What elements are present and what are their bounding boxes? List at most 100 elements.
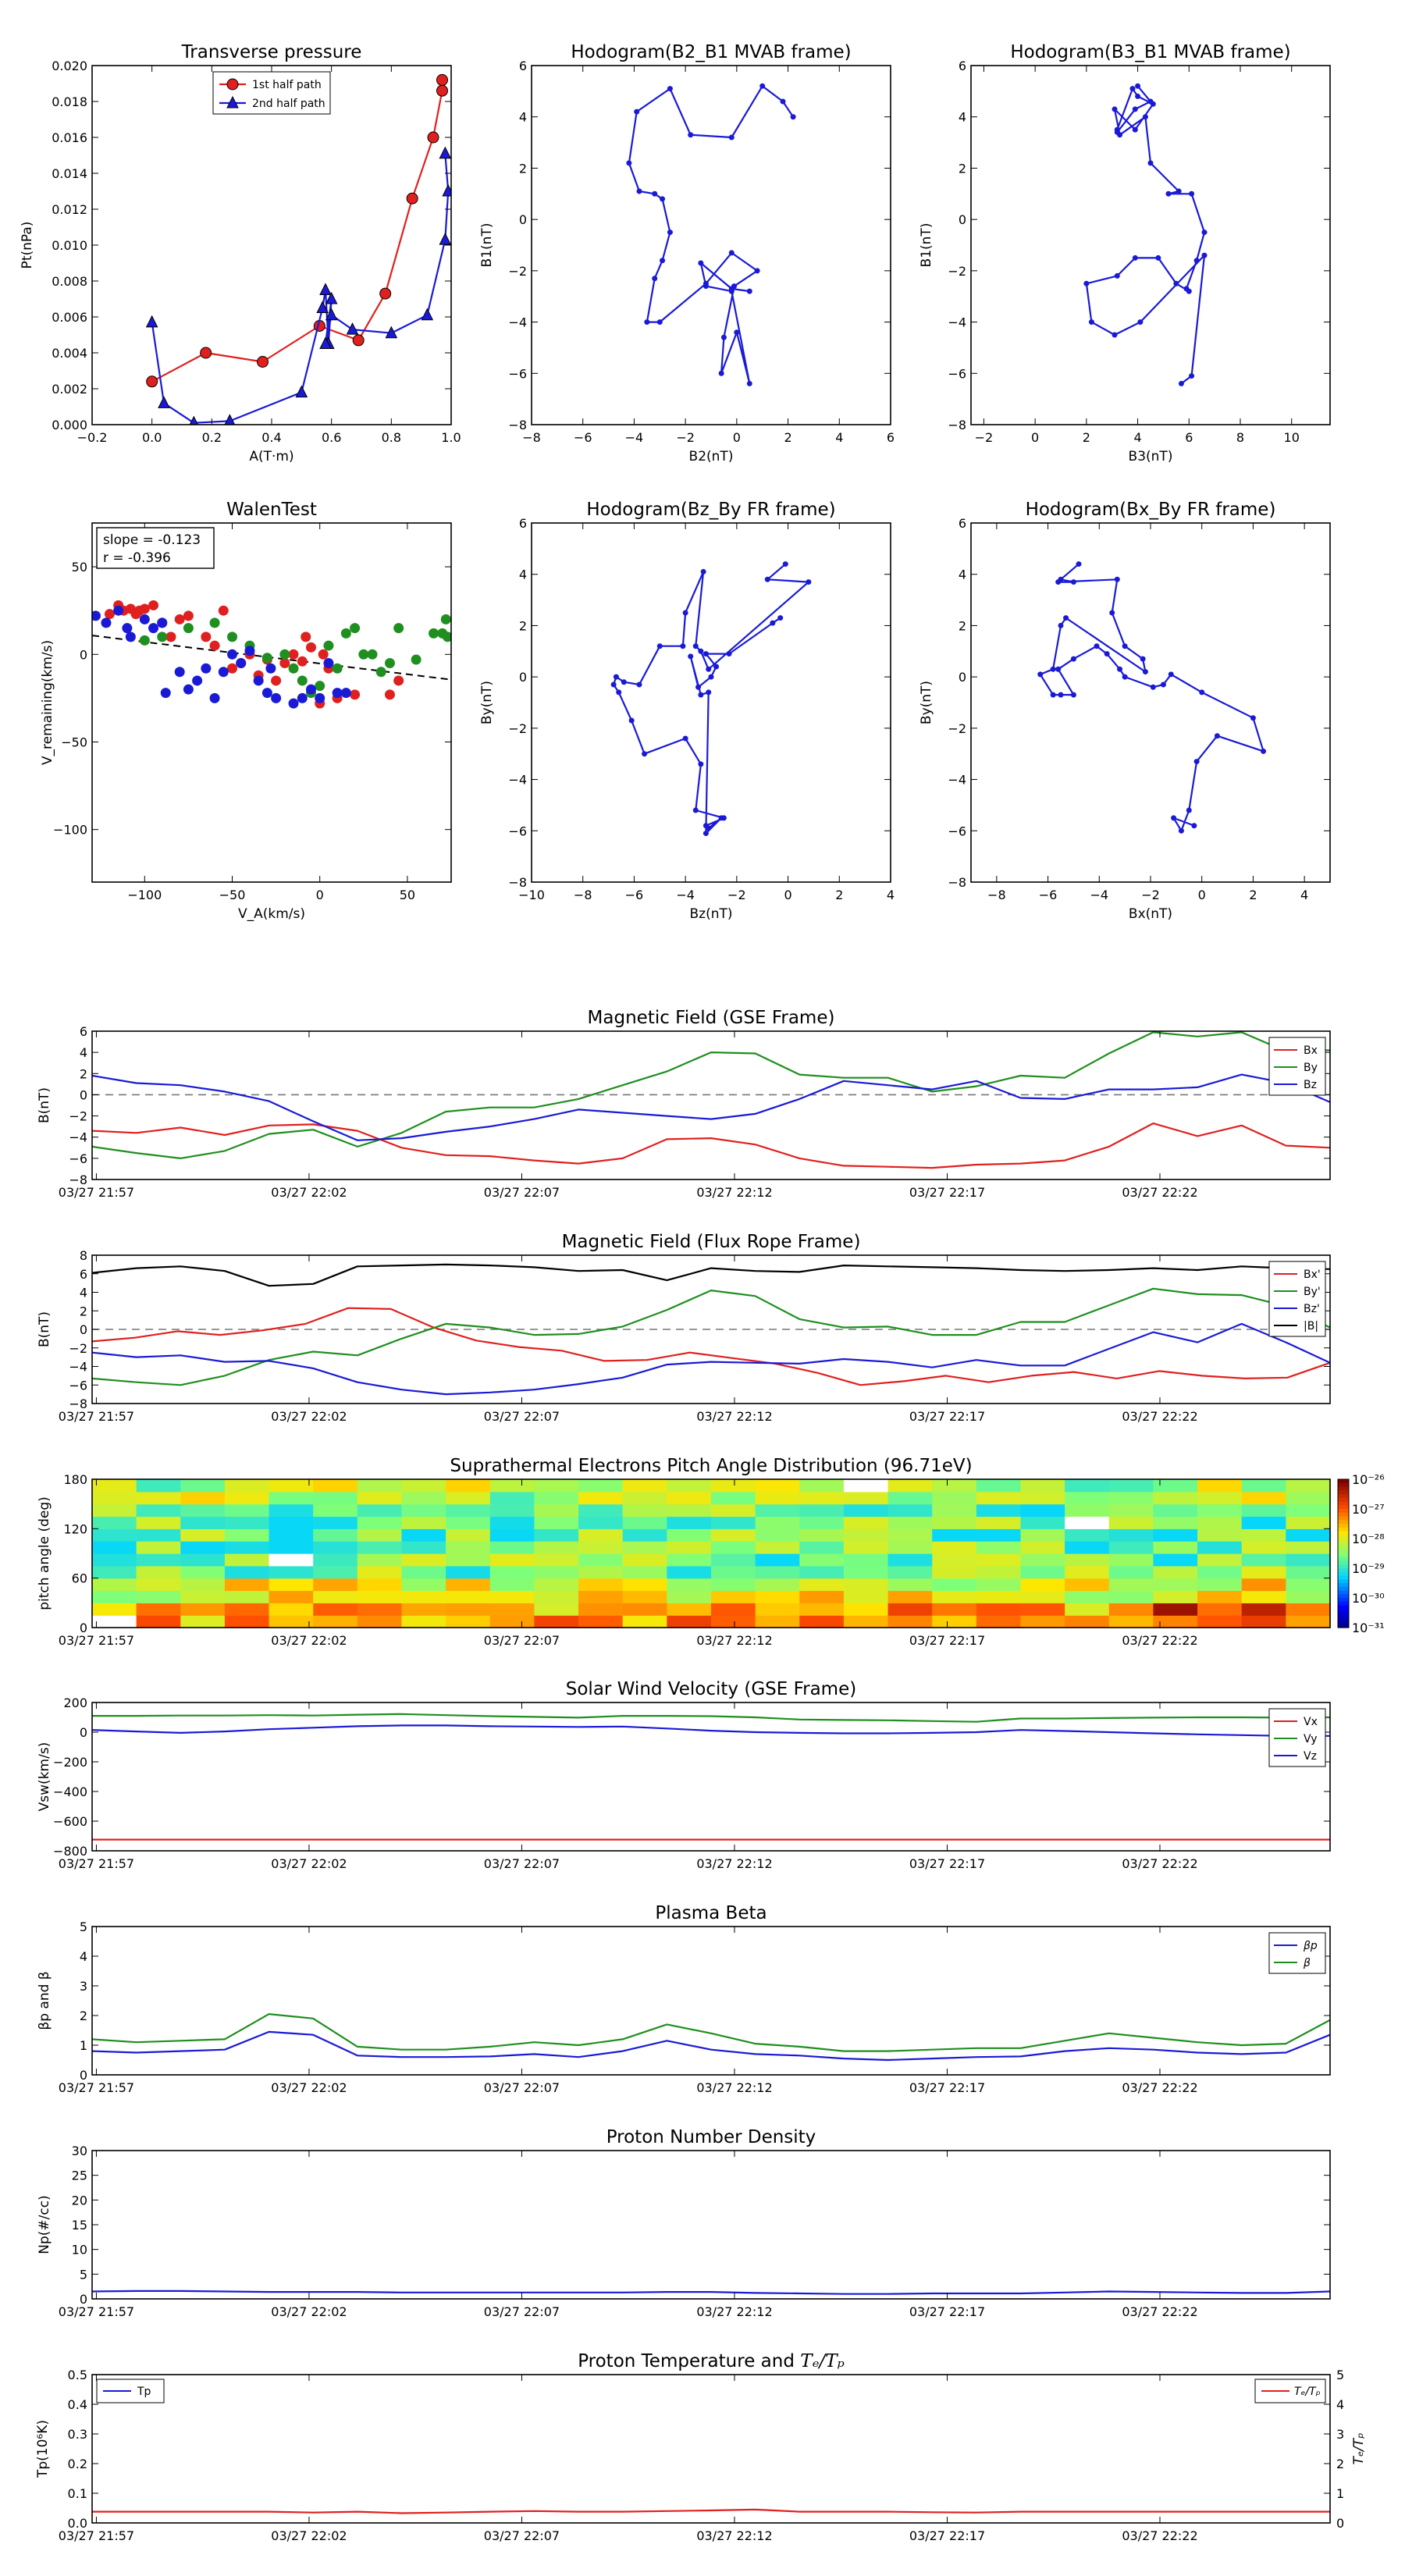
heatmap-cell [887,1541,933,1554]
heatmap-cell [976,1565,1022,1579]
plot-area [92,2013,1330,2062]
y-tick-label: −800 [53,1844,87,1859]
y-tick-label: −4 [69,1360,87,1375]
heatmap-cell [1197,1565,1243,1579]
heatmap-cell [269,1578,314,1592]
heatmap-cell [489,1553,535,1567]
data-point [746,288,752,294]
heatmap-cell [534,1615,579,1628]
colorbar-cell [1338,1557,1349,1562]
heatmap-cell [1020,1528,1065,1542]
data-point [688,653,694,660]
heatmap-cell [932,1541,977,1554]
colorbar-cell [1338,1520,1349,1525]
x-tick-label: 03/27 22:22 [1122,2304,1197,2319]
data-point [1122,674,1128,680]
heatmap-cell [313,1553,358,1567]
data-point [1173,280,1179,286]
heatmap-cell [976,1541,1022,1554]
heatmap-cell [313,1479,358,1493]
chart-title-text: Proton Temperature and [578,2351,800,2371]
legend-label: Bz' [1304,1303,1320,1315]
legend-label: |B| [1304,1320,1318,1332]
data-point [726,651,732,657]
x-tick-label: 03/27 22:17 [909,2528,985,2543]
heatmap-cell [446,1590,491,1603]
heatmap-cell [446,1516,491,1529]
heatmap-cell [92,1578,137,1592]
y-tick-label: 2 [80,1304,87,1318]
series-line [92,1307,1330,1386]
x-tick-label: 2 [1249,888,1257,902]
series-line [151,153,450,424]
heatmap-cell [799,1578,845,1592]
data-point [318,649,329,660]
x-tick-label: −10 [518,888,545,902]
y-tick-label: 0 [80,1322,87,1337]
data-point [436,84,448,97]
series-line [1085,85,1206,385]
heatmap-cell [843,1491,889,1505]
x-tick-label: 4 [835,430,843,445]
heatmap-cell [1153,1603,1198,1616]
series-line [92,2030,1330,2062]
y-tick-label: −4 [69,1130,87,1145]
data-point [350,623,361,634]
heatmap-cell [401,1541,446,1554]
data-point [295,385,308,398]
heatmap-cell [799,1615,845,1628]
heatmap-cell [446,1578,491,1592]
heatmap-cell [622,1590,667,1603]
data-point [698,692,704,698]
data-point [1037,671,1044,678]
heatmap-cell [446,1565,491,1579]
y-tick-label: 30 [72,2144,87,2158]
x-tick-label: 0 [1031,430,1039,445]
data-point [1055,579,1062,585]
data-point [1261,748,1267,754]
heatmap-cell [534,1590,579,1603]
legend-label: By' [1304,1286,1321,1298]
colorbar-cell [1338,1490,1349,1495]
colorbar-cell [1338,1583,1349,1588]
heatmap-cell [1241,1503,1286,1517]
data-point [759,83,766,89]
x-tick-label: 03/27 22:12 [696,1185,772,1200]
heatmap-cell [578,1541,624,1554]
x-tick-label: 03/27 22:12 [696,2528,772,2543]
heatmap-cell [534,1553,579,1567]
heatmap-cell [269,1541,314,1554]
data-point [1109,610,1115,616]
heatmap-cell [932,1565,977,1579]
data-point [315,692,325,703]
series-line [92,2013,1330,2052]
y-axis-label: Np(#/cc) [37,2195,52,2254]
heatmap-cell [1241,1603,1286,1616]
data-point [209,692,220,703]
y-tick-label: 0.006 [52,310,87,325]
data-point [385,326,398,339]
heatmap-cell [489,1565,535,1579]
plot-frame [91,2374,1331,2524]
heatmap-cell [1241,1615,1286,1628]
data-point [770,620,776,626]
colorbar-cell [1338,1616,1349,1621]
data-point [332,688,343,699]
heatmap-cell [667,1553,712,1567]
x-tick-label: 03/27 22:02 [271,1856,347,1871]
heatmap-cell [1286,1615,1331,1628]
y-right-tick-label: 1 [1336,2486,1344,2501]
chart-title-math: Tₑ/Tₚ [800,2351,845,2371]
legend-label: 2nd half path [252,98,325,110]
data-point [1178,827,1184,834]
data-point [1193,759,1200,765]
data-point [443,632,451,642]
y-tick-label: 4 [80,1949,87,1964]
data-point [652,276,658,282]
chart-magnetic-field-gse: −8 −6 −4 −2 0 2 4 6 03/27 21:57 03/27 22:02 03/27 … [37,1008,1331,1200]
heatmap-cell [489,1479,535,1493]
data-point [626,160,632,166]
data-point [1117,132,1123,138]
heatmap-cell [92,1503,137,1517]
y-axis-label: Pt(nPa) [20,222,35,269]
